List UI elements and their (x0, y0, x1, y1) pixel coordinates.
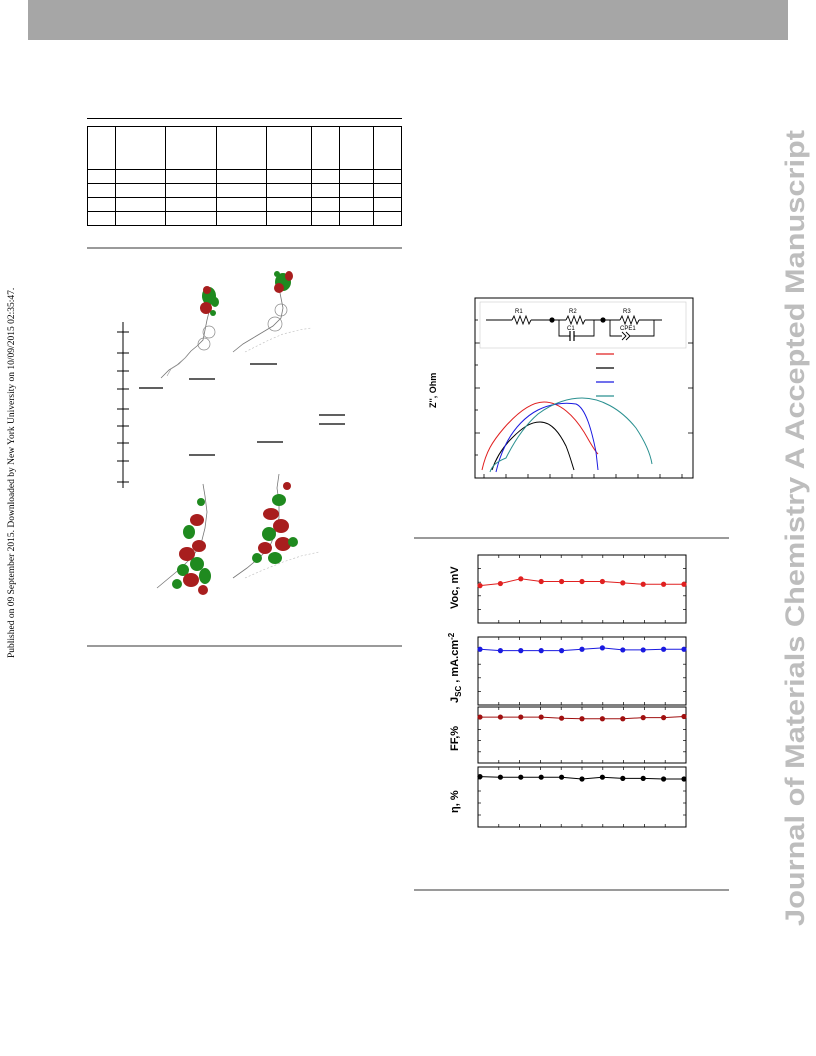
eta-axis-label: η, % (449, 790, 461, 813)
data-point (661, 776, 667, 782)
table-row (87, 211, 402, 226)
eis-curve-teal (489, 397, 653, 473)
circuit-label-r1: R1 (515, 309, 523, 315)
eis-nyquist-plot: R1 R2 C1 R3 CPE1 Z'', Ohm (428, 297, 694, 479)
header-banner (28, 0, 788, 40)
data-point (497, 774, 503, 780)
data-point (579, 578, 585, 585)
data-point (640, 581, 646, 587)
data-point (620, 716, 626, 722)
data-point (661, 715, 667, 721)
eis-x-ticks (483, 474, 683, 478)
eis-legend (596, 353, 614, 397)
eis-curve-black (491, 421, 575, 471)
stability-chart: Voc, mV JSC , mA.cm-2 FF,% η, % (447, 554, 687, 828)
resistor-r2-icon (565, 314, 586, 326)
published-note: Published on 09 September 2015. Download… (2, 240, 18, 660)
energy-axis (117, 322, 129, 488)
table-row (87, 169, 402, 184)
panel-eta (477, 766, 687, 828)
panel-voc (477, 554, 687, 624)
data-point (497, 714, 503, 720)
journal-watermark: Journal of Materials Chemistry A Accepte… (772, 100, 816, 940)
data-point (518, 774, 524, 780)
data-point (681, 776, 687, 782)
data-point (559, 648, 565, 654)
eis-y-ticks (475, 297, 693, 456)
equivalent-circuit-inset: R1 R2 C1 R3 CPE1 (479, 301, 687, 349)
cpe-cpe1-icon (621, 331, 627, 341)
data-point (538, 648, 544, 654)
data-point (599, 716, 605, 722)
data-point (579, 716, 585, 722)
data-point (477, 774, 483, 780)
data-point (497, 648, 503, 654)
data-point (559, 715, 565, 721)
data-point (599, 774, 605, 780)
table-row (87, 183, 402, 198)
data-point (599, 578, 605, 585)
data-point (477, 583, 483, 589)
eis-bottom-rule (414, 537, 729, 539)
resistor-r3-icon (619, 314, 640, 326)
stability-ticks (477, 555, 687, 827)
data-point (579, 776, 585, 782)
table-top-rule (87, 118, 402, 119)
data-point (477, 646, 483, 652)
data-point (579, 646, 585, 652)
journal-watermark-text: Journal of Materials Chemistry A Accepte… (780, 130, 810, 926)
data-point (640, 775, 646, 781)
data-point (640, 715, 646, 721)
voc-axis-label: Voc, mV (449, 566, 461, 609)
panel-ff (477, 706, 687, 764)
table-bottom-rule (87, 247, 402, 249)
data-point (559, 578, 565, 585)
table-header-row (87, 126, 402, 170)
data-point (620, 580, 626, 586)
data-point (599, 645, 605, 651)
circuit-label-r2: R2 (569, 309, 577, 315)
data-point (640, 647, 646, 653)
figure-bottom-rule (87, 645, 402, 647)
data-point (477, 714, 483, 720)
published-note-text: Published on 09 September 2015. Download… (7, 288, 17, 658)
table-row (87, 197, 402, 212)
energy-level-figure (117, 271, 345, 595)
ff-axis-label: FF,% (449, 726, 461, 751)
data-table (87, 126, 402, 226)
data-point (518, 714, 524, 720)
data-point (559, 774, 565, 780)
data-point (538, 774, 544, 780)
eis-curve-red (481, 401, 599, 471)
data-point (620, 775, 626, 781)
stability-bottom-rule (414, 889, 729, 891)
eis-y-axis-label: Z'', Ohm (428, 373, 438, 408)
data-point (661, 646, 667, 652)
homo-orbital-1 (156, 483, 211, 595)
data-point (538, 714, 544, 720)
data-point (681, 581, 687, 587)
jsc-axis-label: JSC , mA.cm-2 (447, 632, 463, 703)
data-point (518, 576, 524, 582)
data-point (661, 581, 667, 587)
homo-orbital-2 (232, 473, 320, 579)
lumo-orbital-2 (232, 271, 312, 353)
lumo-orbital-1 (160, 286, 219, 379)
data-point (620, 647, 626, 653)
circuit-label-cpe1: CPE1 (620, 326, 636, 332)
energy-levels (139, 363, 345, 456)
stability-marks (477, 576, 687, 782)
data-point (681, 713, 687, 720)
circuit-label-r3: R3 (623, 309, 631, 315)
data-point (518, 648, 524, 654)
resistor-r1-icon (511, 314, 532, 326)
data-point (538, 578, 544, 585)
data-point (497, 580, 503, 587)
data-point (681, 646, 687, 652)
circuit-label-c1: C1 (567, 326, 575, 332)
eis-curve-blue (495, 402, 599, 473)
